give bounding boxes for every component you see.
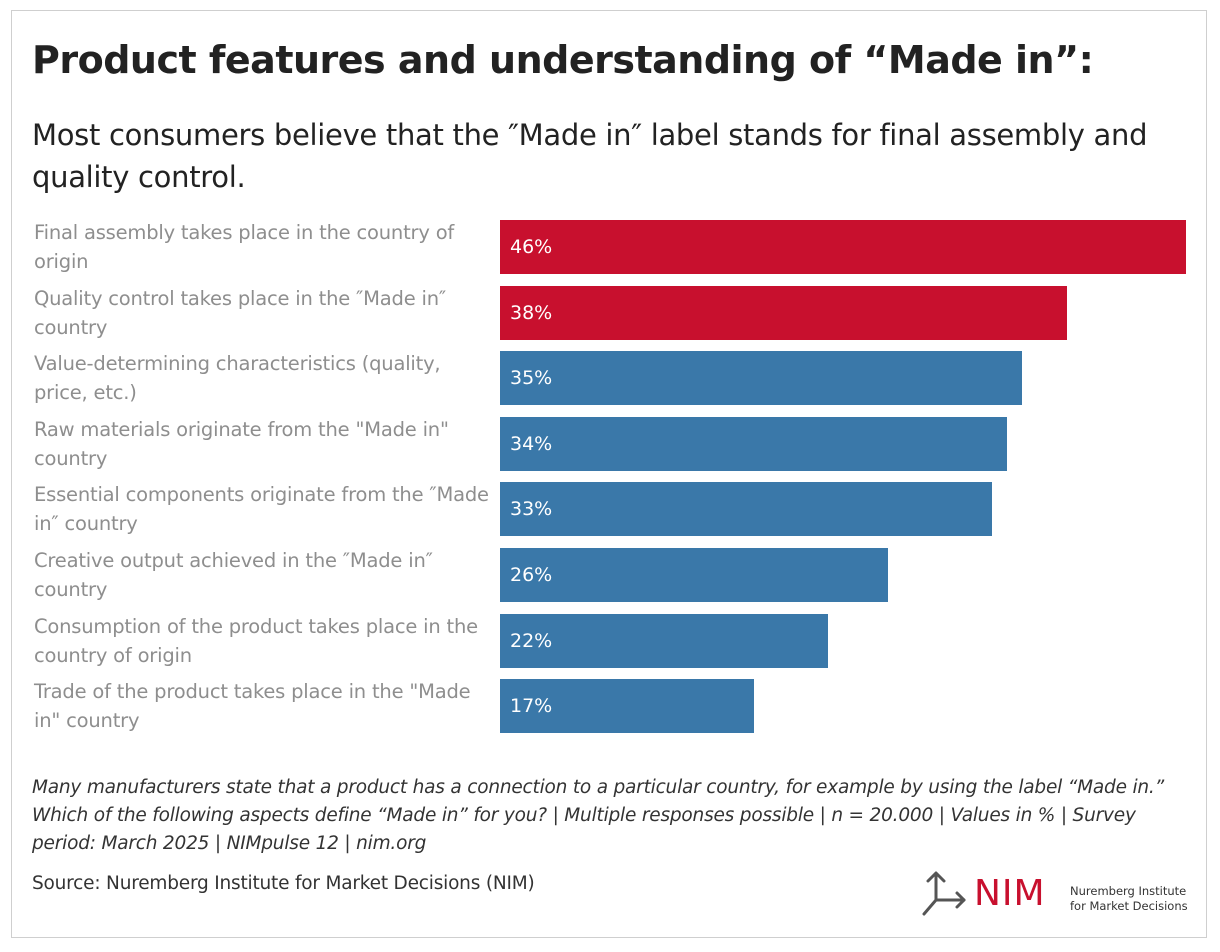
logo-subtitle-line1: Nuremberg Institute bbox=[1070, 884, 1187, 898]
arrow-branch-icon bbox=[922, 871, 966, 916]
bar: 46% bbox=[500, 220, 1186, 274]
category-label: Consumption of the product takes place i… bbox=[34, 615, 478, 667]
chart-subtitle: Most consumers believe that the ″Made in… bbox=[32, 118, 1148, 194]
bar-value-label: 34% bbox=[510, 433, 553, 455]
category-label: Creative output achieved in the ″Made in… bbox=[34, 549, 433, 601]
bar: 17% bbox=[500, 679, 754, 733]
bar: 26% bbox=[500, 548, 888, 602]
logo-subtitle: Nuremberg Institute for Market Decisions bbox=[1070, 884, 1188, 914]
bar: 22% bbox=[500, 614, 828, 668]
source-text: Source: Nuremberg Institute for Market D… bbox=[32, 873, 535, 894]
logo-subtitle-line2: for Market Decisions bbox=[1070, 899, 1188, 913]
logo-wordmark: NIM bbox=[974, 873, 1046, 914]
bar-value-label: 46% bbox=[510, 236, 553, 258]
chart-frame bbox=[11, 10, 1207, 938]
bar-value-label: 17% bbox=[510, 695, 553, 717]
bar-value-label: 33% bbox=[510, 498, 553, 520]
nim-logo: NIM Nuremberg Institute for Market Decis… bbox=[920, 870, 1200, 920]
survey-note: Many manufacturers state that a product … bbox=[32, 777, 1164, 854]
bar: 35% bbox=[500, 351, 1022, 405]
category-label: Quality control takes place in the ″Made… bbox=[34, 287, 446, 339]
bar: 38% bbox=[500, 286, 1067, 340]
bar: 33% bbox=[500, 482, 992, 536]
bar-value-label: 35% bbox=[510, 367, 553, 389]
bar-value-label: 38% bbox=[510, 302, 553, 324]
category-label: Raw materials originate from the "Made i… bbox=[34, 418, 449, 470]
bar-value-label: 26% bbox=[510, 564, 553, 586]
category-label: Value-determining characteristics (quali… bbox=[34, 352, 441, 404]
bar: 34% bbox=[500, 417, 1007, 471]
category-label: Final assembly takes place in the countr… bbox=[34, 221, 455, 273]
category-label: Trade of the product takes place in the … bbox=[34, 680, 471, 732]
bar-value-label: 22% bbox=[510, 630, 553, 652]
category-label: Essential components originate from the … bbox=[34, 483, 489, 535]
chart-title: Product features and understanding of “M… bbox=[32, 38, 1094, 82]
